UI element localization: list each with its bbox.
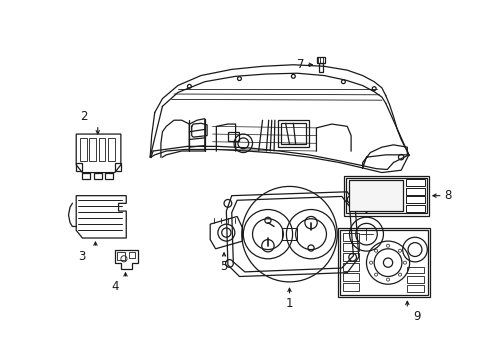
Bar — [407, 285, 424, 292]
Bar — [405, 188, 424, 195]
Bar — [128, 252, 135, 258]
Text: 4: 4 — [111, 280, 118, 293]
Bar — [89, 138, 96, 161]
Bar — [343, 264, 358, 271]
Bar — [318, 63, 323, 72]
Bar — [343, 274, 358, 281]
Bar — [405, 205, 424, 212]
Text: 6: 6 — [375, 197, 383, 210]
Bar — [405, 180, 424, 186]
Text: 5: 5 — [220, 260, 227, 273]
Bar — [281, 123, 305, 144]
Bar — [227, 132, 239, 141]
Bar — [407, 266, 424, 274]
Bar — [343, 243, 358, 251]
Bar — [343, 233, 358, 241]
Bar — [277, 120, 308, 147]
Bar — [337, 228, 429, 297]
Bar — [115, 163, 121, 171]
Text: 1: 1 — [285, 297, 293, 310]
Bar — [117, 252, 124, 260]
Bar — [343, 253, 358, 261]
Text: 9: 9 — [413, 310, 420, 323]
Bar — [80, 138, 87, 161]
Bar — [340, 230, 427, 295]
Bar — [107, 138, 115, 161]
Bar — [343, 283, 358, 291]
Bar — [317, 57, 324, 63]
Bar — [99, 138, 105, 161]
Bar — [281, 228, 297, 240]
Text: 8: 8 — [444, 189, 451, 202]
Bar — [405, 197, 424, 203]
Text: 7: 7 — [296, 58, 304, 71]
Bar — [82, 172, 90, 179]
Text: 3: 3 — [78, 249, 85, 262]
Bar — [348, 180, 402, 211]
Bar — [346, 178, 426, 213]
Bar — [94, 172, 102, 179]
Bar — [407, 276, 424, 283]
Text: 2: 2 — [80, 110, 87, 123]
Bar — [76, 163, 82, 171]
Bar — [105, 172, 113, 179]
Bar — [344, 176, 428, 216]
